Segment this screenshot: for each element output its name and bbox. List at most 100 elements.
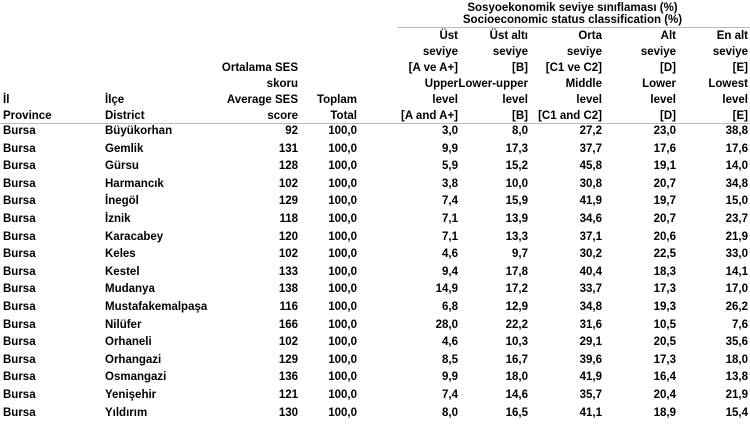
table-cell: Bursa: [3, 125, 36, 137]
table-cell: 102: [278, 336, 298, 349]
table-cell: 100,0: [328, 177, 357, 190]
column-header: Alt: [660, 30, 676, 42]
table-cell: İznik: [105, 213, 131, 225]
column-header: Orta: [578, 30, 602, 42]
table-cell: 130: [278, 406, 298, 419]
table-cell: 34,6: [579, 213, 602, 225]
table-cell: Büyükorhan: [105, 125, 173, 137]
table-cell: Bursa: [3, 318, 36, 331]
column-header: [E]: [732, 62, 748, 74]
column-header-en: Lower-upper: [458, 78, 528, 90]
table-cell: 22,5: [653, 248, 676, 261]
table-cell: 16,4: [653, 371, 676, 384]
table-cell: 100,0: [328, 160, 357, 173]
table-cell: 100,0: [328, 371, 357, 384]
table-cell: 7,4: [442, 195, 458, 208]
table-cell: Orhaneli: [105, 336, 152, 349]
table-cell: 100,0: [328, 406, 357, 419]
table-cell: 18,9: [653, 406, 676, 419]
column-header: [D]: [660, 62, 676, 74]
table-cell: Bursa: [3, 160, 36, 173]
table-cell: 37,1: [579, 230, 602, 243]
table-cell: Bursa: [3, 195, 36, 208]
table-cell: 17,3: [653, 353, 676, 366]
table-cell: Nilüfer: [105, 318, 142, 331]
table-cell: 41,9: [579, 195, 602, 208]
table-cell: 121: [278, 389, 298, 401]
table-cell: Bursa: [3, 248, 36, 261]
column-header-en: Lower: [642, 78, 676, 90]
table-cell: Keles: [105, 248, 136, 261]
table-cell: 7,1: [442, 213, 458, 225]
table-cell: Gürsu: [105, 160, 139, 173]
table-cell: 20,4: [653, 389, 676, 401]
table-cell: 8,0: [512, 125, 528, 137]
table-cell: 9,9: [442, 142, 458, 155]
column-header-en: District: [105, 110, 145, 122]
table-cell: 120: [278, 230, 298, 243]
table-cell: 15,0: [725, 195, 748, 208]
table-cell: 100,0: [328, 213, 357, 225]
table-cell: 129: [278, 353, 298, 366]
table-cell: Bursa: [3, 177, 36, 190]
table-cell: 22,2: [505, 318, 528, 331]
table-cell: 15,4: [725, 406, 748, 419]
table-cell: 3,0: [442, 125, 458, 137]
table-cell: 30,8: [579, 177, 602, 190]
table-cell: Bursa: [3, 283, 36, 296]
table-cell: 15,9: [505, 195, 528, 208]
group-rule: [398, 27, 750, 28]
column-header: En alt: [716, 30, 748, 42]
table-cell: 16,5: [505, 406, 528, 419]
table-cell: 100,0: [328, 248, 357, 261]
table-cell: 28,0: [435, 318, 458, 331]
table-cell: 100,0: [328, 195, 357, 208]
table-cell: 13,8: [725, 371, 748, 384]
table-cell: 100,0: [328, 125, 357, 137]
column-header: [B]: [512, 62, 528, 74]
table-cell: 31,6: [579, 318, 602, 331]
column-header: seviye: [492, 46, 528, 58]
column-header-en: [B]: [512, 110, 528, 122]
table-cell: 136: [278, 371, 298, 384]
column-header: Üst altı: [489, 30, 528, 42]
table-cell: 15,2: [505, 160, 528, 173]
table-cell: Yenişehir: [105, 389, 157, 401]
column-header-en: [A and A+]: [401, 110, 458, 122]
table-cell: 118: [279, 213, 298, 225]
column-header-en: level: [576, 94, 602, 106]
table-cell: Bursa: [3, 353, 36, 366]
column-header: Ortalama SES: [221, 62, 298, 74]
table-cell: 33,7: [579, 283, 602, 296]
table-cell: 37,7: [579, 142, 602, 155]
table-cell: Karacabey: [105, 230, 164, 243]
table-cell: 14,1: [725, 265, 748, 278]
column-header: [A ve A+]: [408, 62, 458, 74]
table-cell: 10,3: [505, 336, 528, 349]
table-cell: 100,0: [328, 318, 357, 331]
table-cell: Mustafakemalpaşa: [105, 301, 208, 313]
column-header-en: [E]: [732, 110, 748, 122]
column-header-en: [C1 and C2]: [538, 110, 602, 122]
table-cell: 100,0: [328, 230, 357, 243]
column-header: seviye: [422, 46, 458, 58]
table-cell: 35,6: [725, 336, 748, 349]
table-cell: 5,9: [442, 160, 458, 173]
table-cell: 3,8: [442, 177, 458, 190]
table-cell: 18,0: [505, 371, 528, 384]
table-cell: Bursa: [3, 213, 36, 225]
table-cell: 45,8: [579, 160, 602, 173]
table-cell: 7,1: [442, 230, 458, 243]
table-cell: 10,5: [653, 318, 676, 331]
column-header-en: Average SES: [226, 94, 298, 106]
table-cell: 8,0: [442, 406, 458, 419]
table-cell: 19,1: [653, 160, 676, 173]
table-cell: Bursa: [3, 265, 36, 278]
table-cell: 7,6: [732, 318, 748, 331]
group-title: Sosyoekonomik seviye sınıflaması (%): [467, 2, 678, 14]
column-header: Toplam: [316, 94, 357, 106]
table-cell: 6,8: [442, 301, 458, 313]
table-cell: 26,2: [725, 301, 748, 313]
table-cell: 166: [278, 318, 298, 331]
